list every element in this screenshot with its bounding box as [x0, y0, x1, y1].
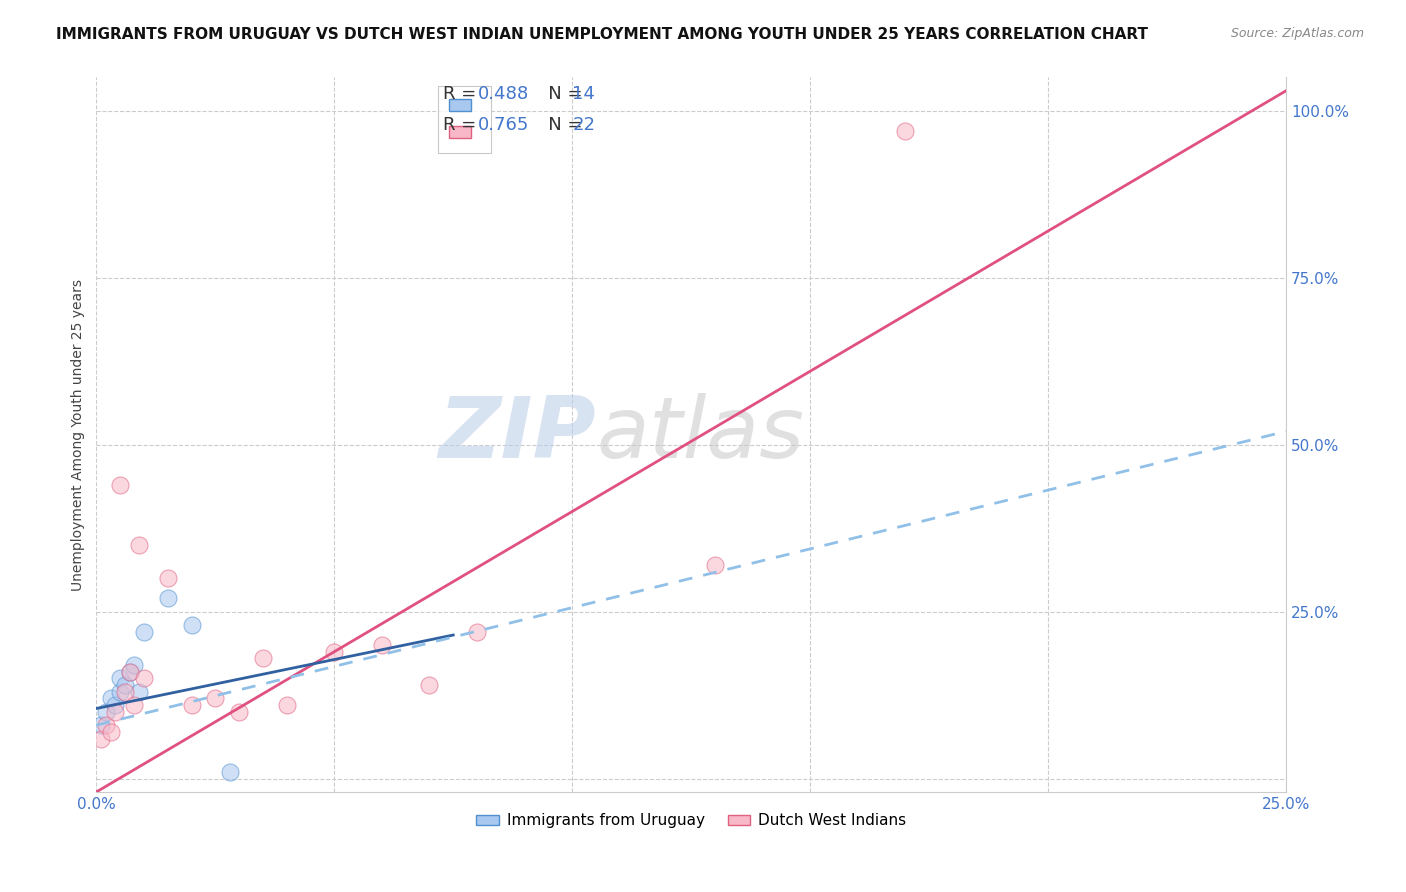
Point: [124, 698, 146, 713]
Text: IMMIGRANTS FROM URUGUAY VS DUTCH WEST INDIAN UNEMPLOYMENT AMONG YOUTH UNDER 25 Y: IMMIGRANTS FROM URUGUAY VS DUTCH WEST IN…: [56, 27, 1149, 42]
Point: [108, 672, 131, 686]
Legend: Immigrants from Uruguay, Dutch West Indians: Immigrants from Uruguay, Dutch West Indi…: [470, 807, 912, 834]
Text: 0.488: 0.488: [478, 85, 529, 103]
Text: Source: ZipAtlas.com: Source: ZipAtlas.com: [1230, 27, 1364, 40]
Point: [124, 658, 146, 673]
Point: [100, 724, 122, 739]
Point: [180, 618, 202, 632]
Point: [156, 571, 179, 585]
Point: [94, 718, 117, 732]
Text: N =: N =: [531, 85, 589, 103]
Point: [180, 698, 202, 713]
Text: 14: 14: [572, 85, 595, 103]
Point: [100, 691, 122, 706]
Point: [104, 705, 127, 719]
Point: [90, 731, 112, 746]
Point: [218, 764, 240, 779]
Point: [118, 665, 141, 679]
Text: ZIP: ZIP: [439, 393, 596, 476]
Point: [104, 698, 127, 713]
Point: [894, 124, 917, 138]
Point: [90, 718, 112, 732]
Y-axis label: Unemployment Among Youth under 25 years: Unemployment Among Youth under 25 years: [72, 278, 86, 591]
Point: [118, 665, 141, 679]
Point: [128, 685, 150, 699]
Point: [108, 477, 131, 491]
Point: [132, 624, 155, 639]
Point: [252, 651, 274, 665]
Point: [94, 705, 117, 719]
Point: [276, 698, 298, 713]
Text: 22: 22: [572, 116, 595, 134]
Point: [323, 645, 346, 659]
Point: [204, 691, 226, 706]
Point: [703, 558, 725, 572]
Text: atlas: atlas: [596, 393, 804, 476]
Point: [114, 685, 136, 699]
Point: [228, 705, 250, 719]
Point: [418, 678, 440, 692]
Point: [128, 538, 150, 552]
Point: [156, 591, 179, 606]
Point: [371, 638, 394, 652]
Text: R =: R =: [443, 85, 482, 103]
Point: [132, 672, 155, 686]
Point: [108, 685, 131, 699]
Text: 0.765: 0.765: [478, 116, 530, 134]
Point: [114, 678, 136, 692]
Point: [465, 624, 488, 639]
Text: N =: N =: [531, 116, 589, 134]
Text: R =: R =: [443, 116, 482, 134]
